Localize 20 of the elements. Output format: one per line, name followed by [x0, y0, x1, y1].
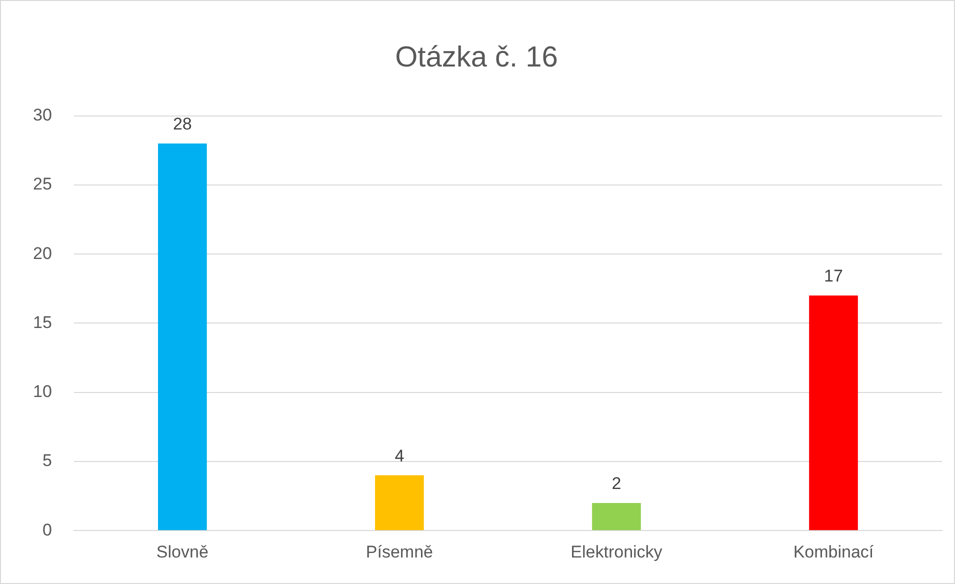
data-label: 4: [394, 446, 404, 466]
y-tick-label: 10: [32, 382, 52, 402]
y-tick-label: 0: [42, 520, 52, 540]
data-label: 17: [824, 266, 843, 286]
y-tick-label: 20: [32, 244, 52, 263]
x-tick-label: Elektronicky: [570, 542, 663, 562]
data-label: 28: [172, 114, 192, 134]
x-tick-label: Písemně: [366, 542, 433, 562]
y-tick-label: 15: [32, 312, 52, 332]
bar: [375, 475, 424, 530]
chart-title: Otázka č. 16: [395, 41, 558, 74]
x-tick-label: Slovně: [156, 542, 208, 562]
y-tick-label: 30: [32, 105, 52, 124]
bar: [809, 296, 858, 530]
bar: [592, 502, 641, 530]
data-label: 2: [612, 474, 622, 494]
bar: [158, 143, 207, 530]
x-tick-label: Kombinací: [793, 542, 874, 562]
y-tick-label: 25: [32, 174, 52, 194]
y-tick-label: 5: [42, 451, 52, 470]
